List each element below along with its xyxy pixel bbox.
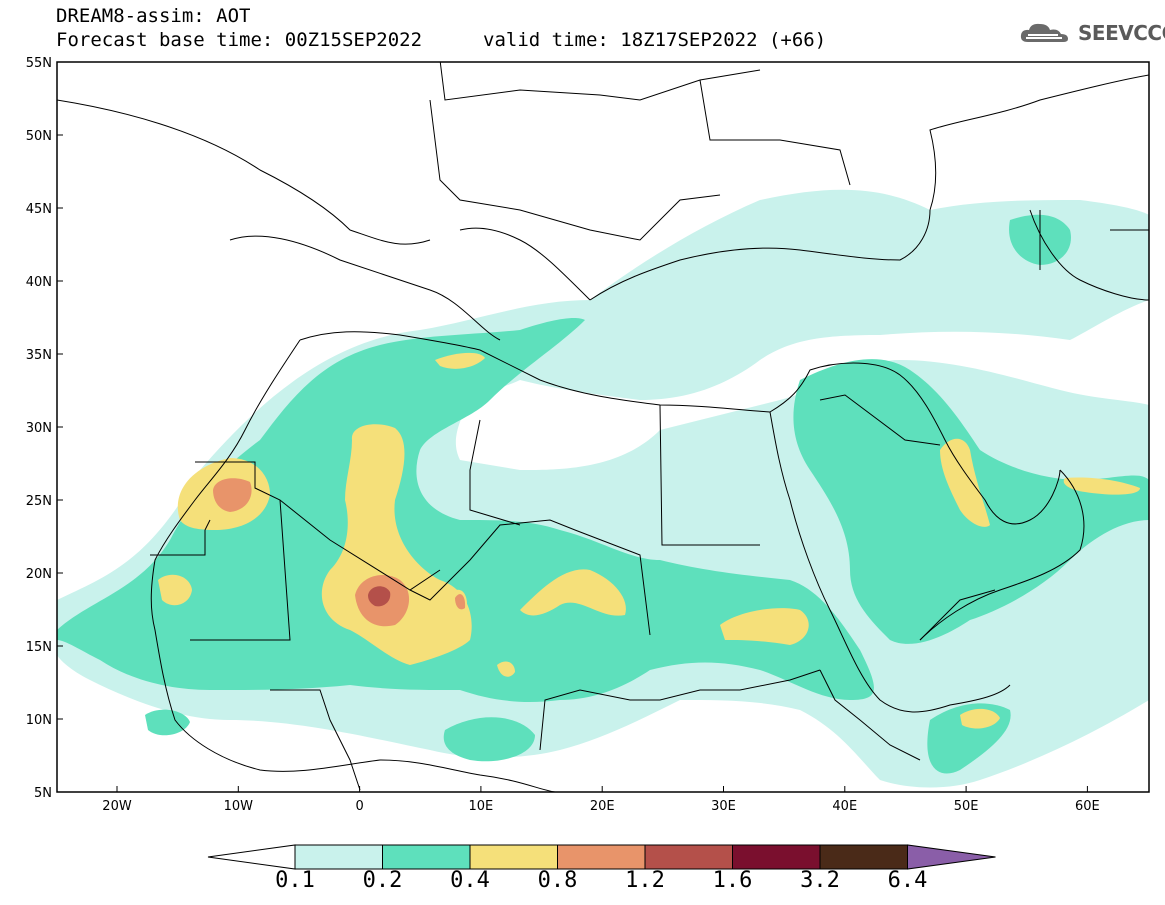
coastlines [57,62,1149,792]
aot-band-0.4-oman [1063,477,1140,495]
lat-label-40N: 40N [26,275,52,290]
aot-contours [57,189,1149,788]
legend-labels: 0.1 0.2 0.4 0.8 1.2 1.6 3.2 6.4 [0,868,1165,898]
lat-label-45N: 45N [26,202,52,217]
lat-label-25N: 25N [26,494,52,509]
aot-band-0.4-west [158,574,192,606]
lat-label-15N: 15N [26,640,52,655]
aot-band-1.2-mali [368,586,391,607]
lat-label-10N: 10N [26,713,52,728]
colorbar-swatch [382,844,471,870]
aot-band-0.4-somalia [960,708,1000,729]
lat-label-30N: 30N [26,421,52,436]
color-bar [207,844,996,870]
colorbar-over-triangle [907,844,996,870]
colorbar-swatch [819,844,908,870]
legend-threshold-label: 0.8 [537,868,578,893]
aot-band-0.2-coast [145,709,190,736]
longitude-axis: 20W 10W 0 10E 20E 30E 40E 50E 60E [102,786,1100,814]
colorbar-swatch [644,844,733,870]
colorbar-under-triangle [207,844,296,870]
colorbar-swatch [469,844,558,870]
lon-label-10W: 10W [224,799,254,814]
legend-threshold-label: 0.4 [450,868,490,893]
colorbar-swatch [732,844,821,870]
legend-threshold-label: 3.2 [800,868,840,893]
colorbar-swatch [294,844,383,870]
lon-label-10E: 10E [469,799,494,814]
logo-text: SEEVCCC [1078,21,1165,45]
lat-label-55N: 55N [26,56,52,71]
lon-label-20W: 20W [102,799,132,814]
lon-label-50E: 50E [954,799,979,814]
legend-threshold-label: 0.1 [275,868,315,893]
latitude-axis: 55N 50N 45N 40N 35N 30N 25N 20N 15N 10N 5N [26,56,63,801]
lon-label-0: 0 [355,799,363,814]
aot-band-0.8-niger [455,594,466,610]
lat-label-5N: 5N [34,786,52,801]
legend-threshold-label: 1.2 [625,868,665,893]
lon-label-30E: 30E [711,799,736,814]
aot-band-0.2-guinea [443,717,535,762]
lon-label-40E: 40E [832,799,857,814]
aot-band-0.8-mauritania [213,478,252,512]
lon-label-20E: 20E [590,799,615,814]
aot-band-0.4-sudan [720,608,809,645]
legend-threshold-label: 0.2 [362,868,403,893]
lat-label-50N: 50N [26,129,52,144]
valid-time: valid time: 18Z17SEP2022 (+66) [483,29,827,51]
lat-label-20N: 20N [26,567,52,582]
aot-band-0.4-gulf [940,438,990,527]
cloud-icon [1020,23,1068,42]
aot-band-0.4-tchad [520,569,626,616]
colorbar-swatch [557,844,646,870]
forecast-base-time: Forecast base time: 00Z15SEP2022 [56,29,423,51]
aot-band-0.4-tunisia [435,352,485,369]
aot-band-0.4-nigeria [497,661,515,677]
seevccc-logo: SEEVCCC [1018,20,1165,46]
map-title: DREAM8-assim: AOT [56,5,251,27]
lat-label-35N: 35N [26,348,52,363]
aot-band-0.2-west [57,318,874,702]
legend-threshold-label: 1.6 [712,868,753,893]
legend-threshold-label: 6.4 [887,868,928,893]
lon-label-60E: 60E [1075,799,1100,814]
